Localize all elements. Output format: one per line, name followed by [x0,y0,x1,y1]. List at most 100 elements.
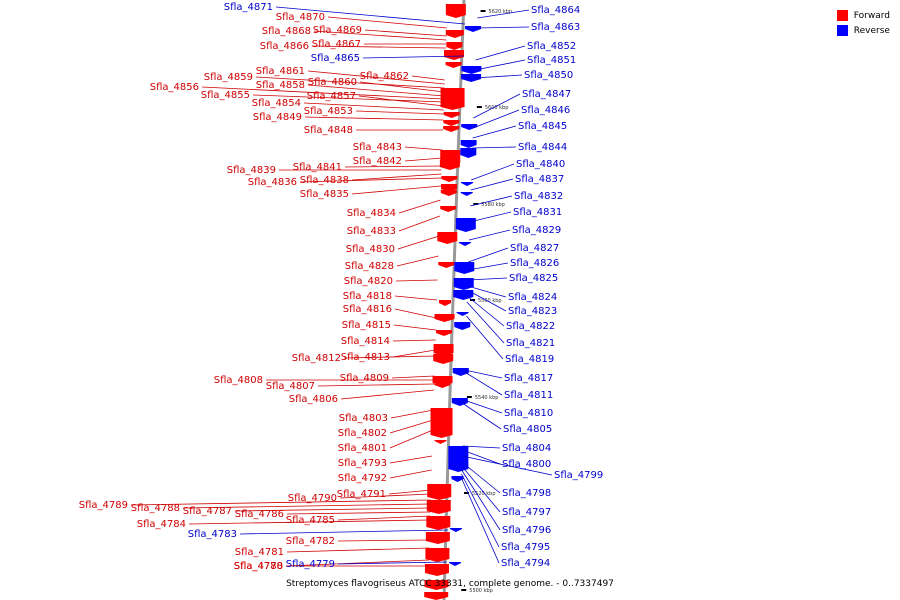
gene-label-reverse: Sfla_4805 [503,424,552,435]
gene-label-forward: Sfla_4783 [188,529,237,540]
gene-label-forward: Sfla_4790 [288,493,337,504]
leader-line [304,116,444,121]
leader-line [392,349,436,358]
legend-reverse-label: Reverse [853,25,890,36]
gene-label-forward: Sfla_4815 [342,320,391,331]
gene-label-forward: Sfla_4834 [347,208,396,219]
reverse-feature [460,192,473,196]
gene-label-reverse: Sfla_4811 [504,390,553,401]
leader-line [307,70,445,85]
forward-feature [425,548,450,562]
gene-label-forward: Sfla_4793 [338,458,387,469]
leader-line [474,74,523,79]
gene-label-reverse: Sfla_4844 [518,142,567,153]
gene-label-forward: Sfla_4871 [224,2,273,13]
gene-label-reverse: Sfla_4864 [531,5,580,16]
gene-label-forward: Sfla_4830 [346,244,395,255]
gene-label-reverse: Sfla_4797 [502,507,551,518]
forward-feature [424,564,449,576]
tick-label: 5540 kbp [475,395,499,401]
leader-line [286,511,431,515]
leader-line [389,419,434,434]
gene-label-reverse: Sfla_4825 [509,273,558,284]
reverse-feature [461,66,482,74]
forward-feature [434,314,455,322]
genome-caption: Streptomyces flavogriseus ATCC 33331, co… [286,579,614,589]
forward-feature [445,62,462,68]
gene-label-forward: Sfla_4820 [344,276,393,287]
gene-label-reverse: Sfla_4826 [510,258,559,269]
leader-line [464,369,503,379]
leader-line [252,94,445,103]
tick-label: 5500 kbp [469,588,493,594]
gene-label-forward: Sfla_4855 [201,90,250,101]
leader-line [462,449,501,465]
forward-feature [432,376,453,386]
gene-label-forward: Sfla_4861 [256,66,305,77]
gene-label-forward: Sfla_4870 [276,12,325,23]
gene-label-forward: Sfla_4818 [343,291,392,302]
leader-line [472,146,517,149]
tick-label: 5620 kbp [489,9,513,15]
leader-line [461,473,500,548]
leader-line [234,507,431,512]
leader-line [477,9,530,19]
forward-feature [440,190,457,196]
leader-line [388,489,432,495]
leader-line [466,315,504,360]
leader-line [201,86,445,100]
gene-label-forward: Sfla_4806 [289,394,338,405]
leader-line [392,339,436,342]
leader-line [337,515,431,521]
legend-reverse: Reverse [836,23,890,38]
reverse-swatch [836,25,848,36]
gene-label-forward: Sfla_4789 [79,500,128,511]
gene-label-reverse: Sfla_4822 [506,321,555,332]
leader-line [389,429,434,449]
leader-line [404,157,442,162]
leader-line [466,295,505,327]
forward-feature [433,344,454,356]
tick-label: 5560 kbp [478,298,502,304]
gene-label-reverse: Sfla_4832 [514,191,563,202]
gene-label-reverse: Sfla_4852 [527,41,576,52]
leader-line [303,102,444,111]
forward-feature [445,4,466,18]
forward-feature [443,126,460,132]
leader-line [468,229,511,241]
gene-label-forward: Sfla_4862 [360,71,409,82]
leader-line [464,371,503,396]
leader-line [299,177,442,183]
leader-line [469,211,512,223]
gene-label-reverse: Sfla_4817 [504,373,553,384]
leader-line [337,561,448,565]
forward-feature [439,160,460,170]
leader-line [394,308,437,319]
leader-line [390,409,434,419]
forward-feature [434,440,447,444]
label-layer: Sfla_4871Sfla_4870Sfla_4869Sfla_4868Sfla… [79,2,603,572]
gene-label-forward: Sfla_4813 [341,352,390,363]
leader-line [467,289,507,312]
leader-line [411,75,445,81]
leader-line [343,355,436,359]
leader-line [351,185,441,195]
leader-line [188,519,431,525]
gene-label-forward: Sfla_4848 [304,125,353,136]
leader-line [389,469,432,479]
forward-feature [445,30,464,38]
gene-label-reverse: Sfla_4850 [524,70,573,81]
forward-feature [440,206,457,212]
gene-label-forward: Sfla_4854 [252,98,301,109]
leader-line [313,30,447,41]
gene-label-forward: Sfla_4792 [338,473,387,484]
leader-line [396,255,439,267]
legend-forward-label: Forward [853,10,890,21]
leader-line [404,146,443,151]
gene-label-forward: Sfla_4784 [137,519,186,530]
leader-line [311,45,447,49]
leader-line [344,165,442,168]
forward-feature [443,112,460,118]
gene-label-reverse: Sfla_4798 [502,488,551,499]
gene-label-reverse: Sfla_4829 [512,225,561,236]
